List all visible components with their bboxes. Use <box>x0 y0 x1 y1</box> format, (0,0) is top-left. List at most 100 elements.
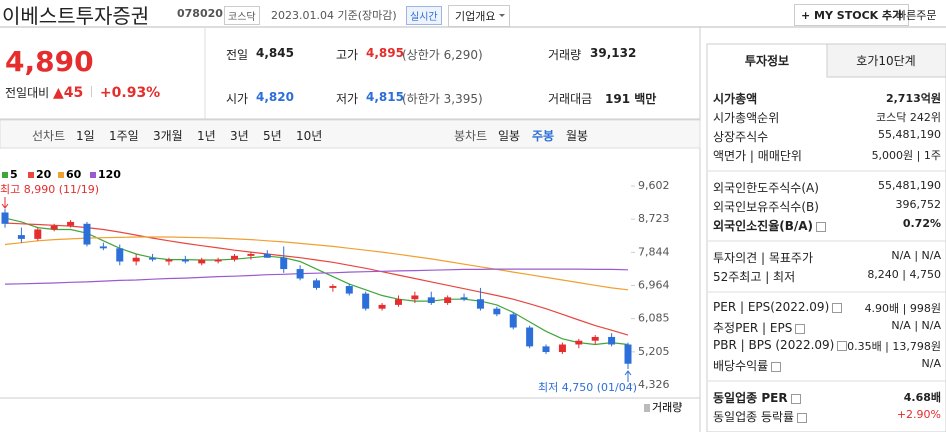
info-value: +2.90% <box>896 408 941 421</box>
period-tab[interactable]: 1주일 <box>109 129 139 143</box>
legend-label: 5 <box>10 168 18 181</box>
candle-period-tab[interactable]: 월봉 <box>566 129 589 143</box>
candle-body <box>313 280 320 288</box>
period-tab[interactable]: 1년 <box>197 129 216 143</box>
help-icon[interactable] <box>795 323 806 334</box>
legend-swatch <box>28 172 34 178</box>
legend-label: 20 <box>36 168 52 181</box>
candle-body <box>149 257 157 260</box>
legend-swatch <box>2 172 8 178</box>
mystock-button[interactable]: + MY STOCK 추가 <box>794 4 910 26</box>
period-tab[interactable]: 3년 <box>230 129 249 143</box>
info-value: 5,000원 | 1주 <box>871 149 941 162</box>
moving-average <box>4 236 629 291</box>
info-label: 동일업종 PER <box>713 389 801 406</box>
candle-body <box>493 308 501 315</box>
candle-body <box>362 293 370 309</box>
volume-label: 거래량 <box>652 401 682 414</box>
info-label: PER | EPS(2022.09) <box>713 300 843 314</box>
candle-body <box>181 259 189 262</box>
info-value: 코스닥 242위 <box>876 111 941 124</box>
stock-code: 078020 <box>177 7 223 20</box>
candle-body <box>624 344 632 364</box>
max-arrow <box>1 197 9 209</box>
change: ▲45 <box>53 85 84 101</box>
tab-bar <box>0 119 701 149</box>
tab-label: 선차트 <box>32 129 66 143</box>
summary-label: 전일 <box>226 48 249 62</box>
info-label: 시가총액 <box>713 92 758 106</box>
info-value: 55,481,190 <box>878 179 941 192</box>
candle-body <box>575 340 583 345</box>
period-tab[interactable]: 5년 <box>263 129 282 143</box>
y-tick-label: 8,723 <box>638 212 670 225</box>
summary-value: 4,820 <box>256 90 294 104</box>
info-label: 외국인보유주식수(B) <box>713 200 819 214</box>
candle-body <box>99 246 107 249</box>
candle-body <box>542 346 550 353</box>
candle-body <box>17 235 25 239</box>
summary-value: 191 백만 <box>605 92 657 106</box>
candle-body <box>509 314 517 328</box>
help-icon[interactable] <box>837 340 848 351</box>
min-label: 최저 4,750 (01/04) <box>538 381 637 394</box>
candle-body <box>460 297 468 300</box>
info-value: 396,752 <box>895 198 942 211</box>
candle-body <box>67 221 75 226</box>
info-value: 2,713억원 <box>885 92 941 105</box>
candle-body <box>280 257 288 270</box>
candle-body <box>116 248 124 262</box>
help-icon[interactable] <box>790 393 801 404</box>
company-button[interactable]: 기업개요 <box>448 5 511 27</box>
market-badge: 코스닥 <box>224 6 260 25</box>
help-icon[interactable] <box>771 361 782 372</box>
candle-body <box>608 336 616 345</box>
period-tab[interactable]: 1일 <box>76 129 95 143</box>
y-tick-label: 4,326 <box>638 378 670 391</box>
help-icon[interactable] <box>816 221 827 232</box>
info-label: 시가총액순위 <box>713 111 780 125</box>
min-arrow <box>624 370 632 382</box>
summary-value: 4,845 <box>256 46 294 60</box>
date: 2023.01.04 기준(장마감) <box>271 9 397 22</box>
tab-label: 봉차트 <box>454 129 488 143</box>
candle-period-tab[interactable]: 주봉 <box>532 129 555 143</box>
info-tab[interactable]: 호가10단계 <box>856 54 916 68</box>
change-row: 전일대비 ▲45 +0.93% <box>5 84 160 101</box>
info-label: PBR | BPS (2022.09) <box>713 338 848 352</box>
moving-average <box>4 268 629 285</box>
realtime-badge: 실시간 <box>406 6 442 25</box>
quick-order[interactable]: 빠른주문 <box>896 9 937 22</box>
info-value: 0.72% <box>902 217 941 230</box>
info-value: 4.68배 <box>903 391 941 404</box>
candle-body <box>1 212 9 224</box>
info-label: 외국인한도주식수(A) <box>713 181 819 195</box>
summary-label: 거래대금 <box>548 92 593 106</box>
candle-body <box>231 255 239 260</box>
info-tab[interactable]: 투자정보 <box>744 54 790 68</box>
stock-name: 이베스트투자증권 <box>2 4 150 28</box>
help-icon[interactable] <box>832 302 843 313</box>
candle-body <box>345 286 353 294</box>
legend-swatch <box>58 172 64 178</box>
candle-body <box>132 257 140 262</box>
candle-body <box>526 327 534 347</box>
candle-body <box>558 344 566 353</box>
company-button-label[interactable]: 기업개요 <box>455 10 496 23</box>
summary-label: 고가 <box>336 48 359 62</box>
period-tab[interactable]: 3개월 <box>153 129 183 143</box>
summary-extra: (상한가 6,290) <box>402 48 483 62</box>
period-tab[interactable]: 10년 <box>296 129 323 143</box>
y-tick-label: 5,205 <box>638 345 670 358</box>
summary-extra: (하한가 3,395) <box>402 92 483 106</box>
candle-body <box>198 259 206 264</box>
moving-average <box>4 222 629 336</box>
candle-body <box>591 336 599 341</box>
info-value: 4.90배 | 998원 <box>864 302 941 315</box>
candle-period-tab[interactable]: 일봉 <box>498 129 521 143</box>
candle-body <box>411 295 419 300</box>
help-icon[interactable] <box>797 412 808 423</box>
y-tick-label: 9,602 <box>638 179 670 192</box>
summary-value: 39,132 <box>590 46 637 60</box>
